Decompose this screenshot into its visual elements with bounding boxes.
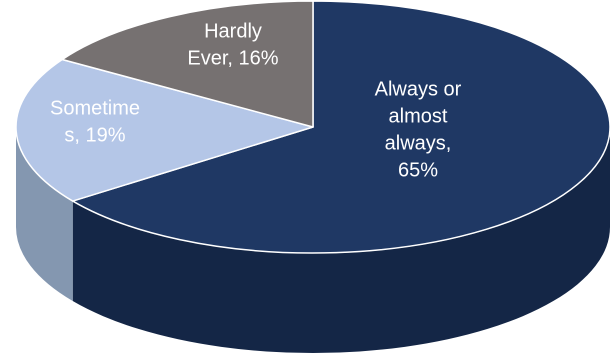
data-label-line: almost xyxy=(389,106,448,128)
pie-slice-side-always-or-almost-always xyxy=(72,127,610,353)
data-label-line: always, xyxy=(385,133,452,155)
pie-labels-layer: Always or almost always, 65% Sometime s, 19% H… xyxy=(50,21,462,182)
data-label-line: 65% xyxy=(398,160,438,182)
data-label-sometimes: Sometime s, 19% xyxy=(50,98,140,147)
data-label-hardly-ever: Hardly Ever, 16% xyxy=(187,21,278,70)
data-label-line: Always or xyxy=(375,79,462,101)
data-label-line: Hardly xyxy=(204,21,262,43)
pie-slice-hardly-ever xyxy=(61,0,314,128)
pie-top-layer xyxy=(15,0,610,254)
pie-slice-side-sometimes xyxy=(16,127,73,302)
pie-slice-always-or-almost-always xyxy=(71,0,610,254)
data-label-line: Ever, 16% xyxy=(187,48,278,70)
data-label-line: s, 19% xyxy=(64,125,125,147)
data-label-line: Sometime xyxy=(50,98,140,120)
pie-slice-sometimes xyxy=(15,58,314,202)
data-label-always-or-almost-always: Always or almost always, 65% xyxy=(375,79,462,182)
